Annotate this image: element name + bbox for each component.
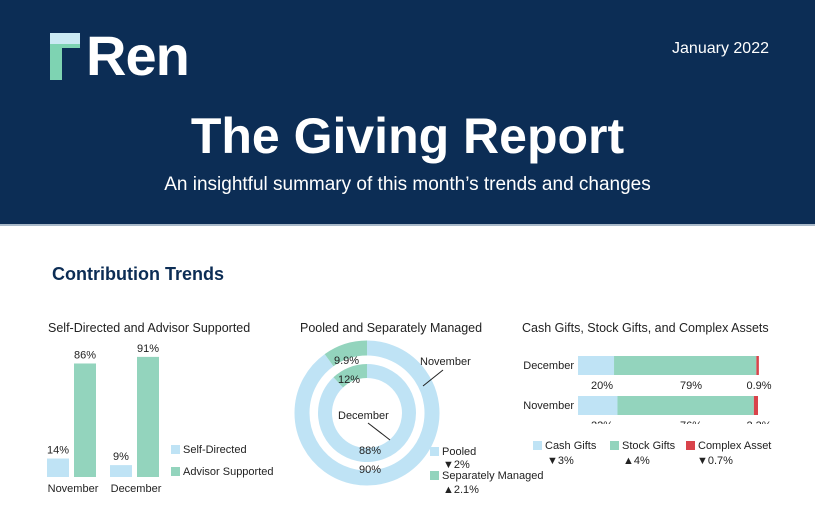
legend-item-separately-managed: Separately Managed [430,470,544,482]
legend-item-advisor-supported: Advisor Supported [171,466,274,478]
ring-label-inner: December [338,410,389,422]
report-header: Ren January 2022 The Giving Report An in… [0,0,815,224]
legend-change-cash-gifts: ▼3% [547,455,574,467]
legend-swatch [171,467,180,476]
ren-logo-icon [50,33,80,80]
bar-segment [617,396,754,415]
ring-label-outer: November [420,356,471,368]
segment-value-label: 22% [591,420,613,424]
bar-segment [578,396,618,415]
legend-change-separately-managed: ▲2.1% [443,484,479,496]
legend-change-stock-gifts: ▲4% [623,455,650,467]
bar [74,363,96,477]
chart1-bar-chart: 14% 86% November 9% 91% December [47,343,162,495]
legend-swatch [430,447,439,456]
callout-line [367,422,391,441]
bar [110,465,132,477]
donut-slice [324,340,368,367]
segment-value-label: 79% [680,380,702,392]
brand-name: Ren [86,24,190,87]
report-subtitle: An insightful summary of this month’s tr… [164,174,651,195]
segment-value-label: 76% [680,420,702,424]
callout-line [422,369,444,387]
legend-item-stock-gifts: Stock Gifts [610,440,675,452]
legend-item-complex-asset: Complex Asset [686,440,771,452]
legend-label: Advisor Supported [183,466,274,478]
bar [137,356,159,477]
chart2-donut-chart: 9.9% 12% 88% 90% November December [294,340,471,486]
legend-swatch [610,441,619,450]
legend-swatch [430,471,439,480]
chart3-title: Cash Gifts, Stock Gifts, and Complex Ass… [522,321,769,335]
category-label: November [48,483,99,495]
chart3-stacked-bar-chart: December 20% 79% 0.9% November 22% 76% 2.3% [523,356,772,424]
bar-value-label: 91% [137,343,159,355]
legend-label: Complex Asset [698,440,772,452]
bar [47,458,69,477]
legend-swatch [686,441,695,450]
donut-slice [294,340,440,486]
category-label: November [523,400,574,412]
chart1-title: Self-Directed and Advisor Supported [48,321,251,335]
legend-label: Cash Gifts [545,440,597,452]
legend-label: Self-Directed [183,444,247,456]
ring-separator [310,356,424,470]
segment-value-label: 2.3% [746,420,771,424]
legend-label: Pooled [442,446,477,458]
chart2-title: Pooled and Separately Managed [300,321,483,335]
slice-label: 12% [338,374,360,386]
donut-slice [318,364,416,462]
header-divider [0,224,815,226]
category-label: December [523,360,574,372]
bar-value-label: 14% [47,445,69,457]
legend-swatch [533,441,542,450]
legend-item-cash-gifts: Cash Gifts [533,440,596,452]
report-title: The Giving Report [190,108,625,164]
segment-value-label: 20% [591,380,613,392]
legend-change-complex-asset: ▼0.7% [697,455,733,467]
legend-label: Separately Managed [442,470,544,482]
segment-value-label: 0.9% [746,380,771,392]
bar-segment [753,396,758,415]
section-title: Contribution Trends [52,264,224,284]
bar-segment [578,356,615,375]
report-date: January 2022 [672,40,769,57]
slice-label: 9.9% [334,355,359,367]
bar-segment [756,356,759,375]
legend-item-self-directed: Self-Directed [171,444,247,456]
bar-value-label: 9% [113,451,129,463]
legend-label: Stock Gifts [622,440,676,452]
donut-slice [333,364,368,388]
bar-segment [614,356,757,375]
category-label: December [111,483,162,495]
legend-swatch [171,445,180,454]
bar-value-label: 86% [74,349,96,361]
slice-label: 90% [359,464,381,476]
legend-item-pooled: Pooled [430,446,476,458]
slice-label: 88% [359,445,381,457]
legend-change-pooled: ▼2% [443,459,470,471]
